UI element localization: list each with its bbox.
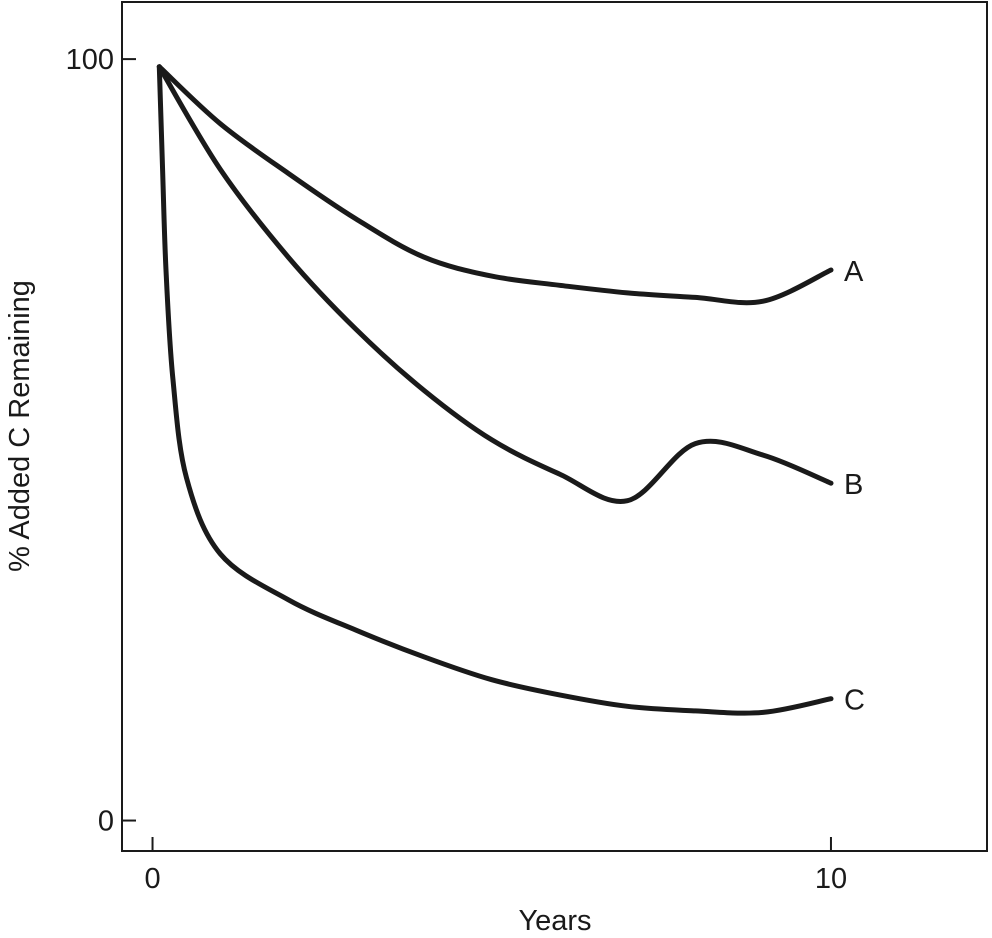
series-label-b: B <box>844 469 863 501</box>
x-tick-label-0: 0 <box>144 863 160 895</box>
plot-frame <box>121 1 988 852</box>
x-axis-label: Years <box>518 905 591 937</box>
series-label-a: A <box>844 256 864 288</box>
series-line-a <box>156 64 834 306</box>
series-line-b <box>156 64 834 504</box>
y-tick-label-0: 0 <box>98 806 114 838</box>
x-tick-label-10: 10 <box>815 863 847 895</box>
y-tick-label-100: 100 <box>66 44 114 76</box>
series-labels: A B C <box>844 256 865 717</box>
y-axis-label: % Added C Remaining <box>4 280 36 572</box>
series-label-c: C <box>844 685 865 717</box>
series-line-c <box>156 64 834 716</box>
series-lines <box>156 64 834 716</box>
